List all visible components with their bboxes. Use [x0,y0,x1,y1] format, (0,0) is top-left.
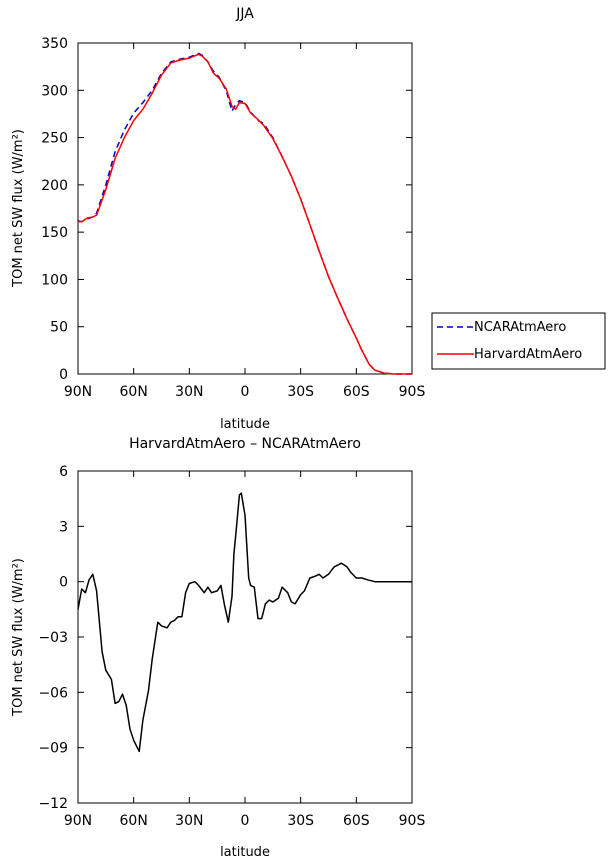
x-tick-label: 30S [287,384,314,400]
y-tick-label: −12 [38,796,68,812]
y-tick-label: −03 [38,630,68,646]
legend-label-ncar: NCARAtmAero [474,320,566,335]
top-series-group [77,52,412,375]
top-panel: JJA 0 50 100 150 200 250 300 350 90N 60N 30N 0 30S 6… [11,6,606,432]
top-x-axis: 90N 60N 30N 0 30S 60S 90S [64,43,426,400]
y-tick-label: 200 [41,178,68,194]
bottom-y-axis: 6 3 0 −03 −06 −09 −12 [38,464,412,812]
x-tick-label: 0 [241,813,250,829]
bottom-series-group [77,492,412,753]
top-plot-frame [77,42,413,375]
x-tick-label: 90N [64,813,92,829]
y-tick-label: 350 [41,36,68,52]
x-tick-label: 30N [175,813,203,829]
y-tick-label: 6 [59,464,68,480]
top-y-axis: 0 50 100 150 200 250 300 350 [41,36,412,383]
x-tick-label: 30N [175,384,203,400]
y-tick-label: 0 [59,575,68,591]
x-tick-label: 60N [120,384,148,400]
y-tick-label: −06 [38,685,68,701]
legend: NCARAtmAero HarvardAtmAero [431,312,606,370]
top-x-axis-title: latitude [220,417,270,432]
top-y-axis-title: TOM net SW flux (W/m²) [11,129,26,288]
y-tick-label: −09 [38,741,68,757]
y-tick-label: 0 [59,367,68,383]
series-line-harvardatmaero [78,53,412,375]
legend-box [431,312,606,370]
top-title: JJA [235,6,254,22]
x-tick-label: 60S [343,813,370,829]
series-line-difference [77,492,412,753]
y-tick-label: 3 [59,519,68,535]
x-tick-label: 60S [343,384,370,400]
bottom-y-axis-title: TOM net SW flux (W/m²) [11,558,26,717]
y-tick-label: 300 [41,83,68,99]
bottom-panel: HarvardAtmAero – NCARAtmAero 6 3 0 −03 −06 −0… [11,436,425,860]
y-tick-label: 100 [41,272,68,288]
x-tick-label: 30S [287,813,314,829]
bottom-x-axis: 90N 60N 30N 0 30S 60S 90S [64,471,426,829]
series-line-ncaratmaero [77,52,412,375]
x-tick-label: 60N [120,813,148,829]
bottom-title: HarvardAtmAero – NCARAtmAero [129,436,361,452]
x-tick-label: 90S [399,384,426,400]
y-tick-label: 50 [50,320,68,336]
legend-label-harvard: HarvardAtmAero [474,347,582,362]
y-tick-label: 250 [41,131,68,147]
bottom-x-axis-title: latitude [220,845,270,860]
y-tick-label: 150 [41,225,68,241]
x-tick-label: 90S [399,813,426,829]
x-tick-label: 0 [241,384,250,400]
x-tick-label: 90N [64,384,92,400]
